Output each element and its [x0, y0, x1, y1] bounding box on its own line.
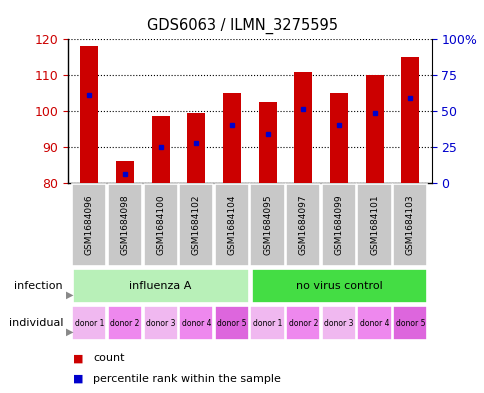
Text: percentile rank within the sample: percentile rank within the sample [93, 374, 280, 384]
Bar [286, 184, 320, 266]
Text: donor 5: donor 5 [394, 319, 424, 328]
Text: donor 1: donor 1 [75, 319, 104, 328]
Bar [393, 184, 426, 266]
Text: GSM1684099: GSM1684099 [334, 195, 343, 255]
Text: donor 3: donor 3 [323, 319, 353, 328]
Text: donor 4: donor 4 [181, 319, 211, 328]
Text: donor 4: donor 4 [359, 319, 389, 328]
Bar [321, 306, 355, 340]
Bar [179, 306, 213, 340]
Text: donor 2: donor 2 [288, 319, 318, 328]
Bar [72, 184, 106, 266]
Bar [151, 116, 169, 183]
Text: GSM1684098: GSM1684098 [120, 195, 129, 255]
Text: GSM1684101: GSM1684101 [369, 195, 378, 255]
Text: GSM1684102: GSM1684102 [191, 195, 200, 255]
Text: GDS6063 / ILMN_3275595: GDS6063 / ILMN_3275595 [147, 18, 337, 34]
Bar [107, 184, 142, 266]
Text: GSM1684097: GSM1684097 [298, 195, 307, 255]
Text: ■: ■ [73, 353, 83, 363]
Bar [258, 102, 276, 183]
Text: donor 1: donor 1 [252, 319, 282, 328]
Text: ▶: ▶ [65, 327, 73, 337]
Bar [143, 184, 177, 266]
Bar [214, 184, 249, 266]
Bar [251, 269, 426, 303]
Bar [286, 306, 320, 340]
Text: GSM1684104: GSM1684104 [227, 195, 236, 255]
Text: ■: ■ [73, 374, 83, 384]
Text: ▶: ▶ [65, 290, 73, 299]
Bar [179, 184, 213, 266]
Bar [329, 93, 347, 183]
Bar [143, 306, 177, 340]
Text: no virus control: no virus control [295, 281, 381, 291]
Text: count: count [93, 353, 124, 363]
Bar [250, 306, 284, 340]
Bar [187, 113, 205, 183]
Bar [365, 75, 383, 183]
Bar [250, 184, 284, 266]
Text: GSM1684100: GSM1684100 [156, 195, 165, 255]
Bar [393, 306, 426, 340]
Bar [72, 306, 106, 340]
Bar [80, 46, 98, 183]
Bar [357, 306, 391, 340]
Bar [223, 93, 241, 183]
Text: donor 2: donor 2 [110, 319, 139, 328]
Bar [357, 184, 391, 266]
Text: influenza A: influenza A [129, 281, 191, 291]
Text: infection: infection [15, 281, 63, 291]
Text: GSM1684103: GSM1684103 [405, 195, 414, 255]
Bar [107, 306, 142, 340]
Bar [294, 72, 312, 183]
Bar [116, 161, 134, 183]
Text: donor 5: donor 5 [217, 319, 246, 328]
Bar [73, 269, 248, 303]
Bar [214, 306, 249, 340]
Bar [321, 184, 355, 266]
Text: GSM1684095: GSM1684095 [262, 195, 272, 255]
Text: individual: individual [9, 318, 63, 328]
Bar [401, 57, 418, 183]
Text: GSM1684096: GSM1684096 [85, 195, 93, 255]
Text: donor 3: donor 3 [146, 319, 175, 328]
